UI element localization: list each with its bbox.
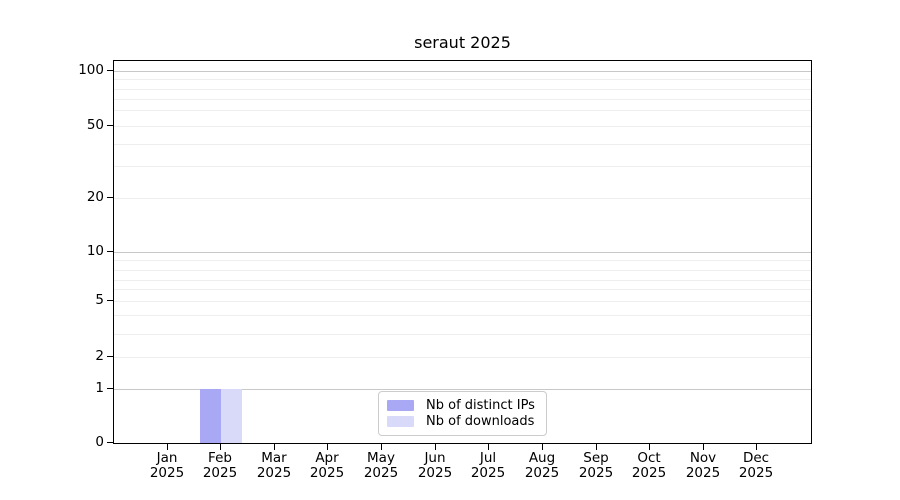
y-tick-mark (107, 300, 113, 301)
y-tick-mark (107, 356, 113, 357)
x-tick-label: Dec 2025 (738, 450, 774, 481)
x-tick-mark (542, 444, 543, 450)
x-tick-label: Mar 2025 (256, 450, 292, 481)
x-tick-mark (167, 444, 168, 450)
y-tick-mark (107, 442, 113, 443)
x-tick-label: Jul 2025 (470, 450, 506, 481)
minor-gridline (114, 126, 811, 127)
x-tick-mark (220, 444, 221, 450)
x-tick-mark (596, 444, 597, 450)
minor-gridline (114, 334, 811, 335)
y-tick-mark (107, 125, 113, 126)
y-tick-label: 20 (86, 189, 104, 205)
minor-gridline (114, 289, 811, 290)
x-tick-mark (488, 444, 489, 450)
x-tick-mark (274, 444, 275, 450)
x-tick-mark (649, 444, 650, 450)
minor-gridline (114, 99, 811, 100)
y-tick-mark (107, 197, 113, 198)
minor-gridline (114, 110, 811, 111)
x-tick-label: Nov 2025 (685, 450, 721, 481)
x-tick-label: Apr 2025 (309, 450, 345, 481)
x-tick-mark (327, 444, 328, 450)
y-tick-mark (107, 388, 113, 389)
legend-label: Nb of downloads (426, 414, 535, 430)
chart-title: seraut 2025 (414, 33, 511, 52)
minor-gridline (114, 79, 811, 80)
minor-gridline (114, 144, 811, 145)
x-tick-label: May 2025 (363, 450, 399, 481)
x-tick-label: Feb 2025 (202, 450, 238, 481)
legend-swatch-downloads (387, 416, 414, 428)
x-tick-label: Oct 2025 (631, 450, 667, 481)
y-tick-label: 50 (86, 117, 104, 133)
legend-swatch-distinct-ips (387, 399, 414, 411)
minor-gridline (114, 280, 811, 281)
y-tick-label: 5 (95, 292, 104, 308)
legend-entry: Nb of downloads (387, 414, 538, 429)
major-gridline (114, 389, 811, 390)
x-tick-mark (381, 444, 382, 450)
bar-distinct-ips (200, 389, 221, 443)
legend: Nb of distinct IPs Nb of downloads (378, 391, 547, 436)
x-tick-label: Jun 2025 (417, 450, 453, 481)
minor-gridline (114, 270, 811, 271)
minor-gridline (114, 260, 811, 261)
x-tick-mark (435, 444, 436, 450)
minor-gridline (114, 357, 811, 358)
y-tick-label: 10 (86, 243, 104, 259)
x-tick-label: Aug 2025 (524, 450, 560, 481)
plot-area (113, 60, 812, 444)
minor-gridline (114, 198, 811, 199)
y-tick-mark (107, 251, 113, 252)
x-tick-mark (756, 444, 757, 450)
major-gridline (114, 252, 811, 253)
minor-gridline (114, 301, 811, 302)
legend-label: Nb of distinct IPs (426, 397, 535, 413)
minor-gridline (114, 166, 811, 167)
y-tick-label: 0 (95, 434, 104, 450)
y-tick-label: 2 (95, 348, 104, 364)
major-gridline (114, 71, 811, 72)
legend-entry: Nb of distinct IPs (387, 398, 538, 413)
y-tick-label: 100 (78, 62, 104, 78)
y-tick-mark (107, 70, 113, 71)
x-tick-mark (703, 444, 704, 450)
minor-gridline (114, 315, 811, 316)
y-tick-label: 1 (95, 380, 104, 396)
bar-downloads (221, 389, 242, 443)
x-tick-label: Sep 2025 (578, 450, 614, 481)
minor-gridline (114, 89, 811, 90)
x-tick-label: Jan 2025 (149, 450, 185, 481)
